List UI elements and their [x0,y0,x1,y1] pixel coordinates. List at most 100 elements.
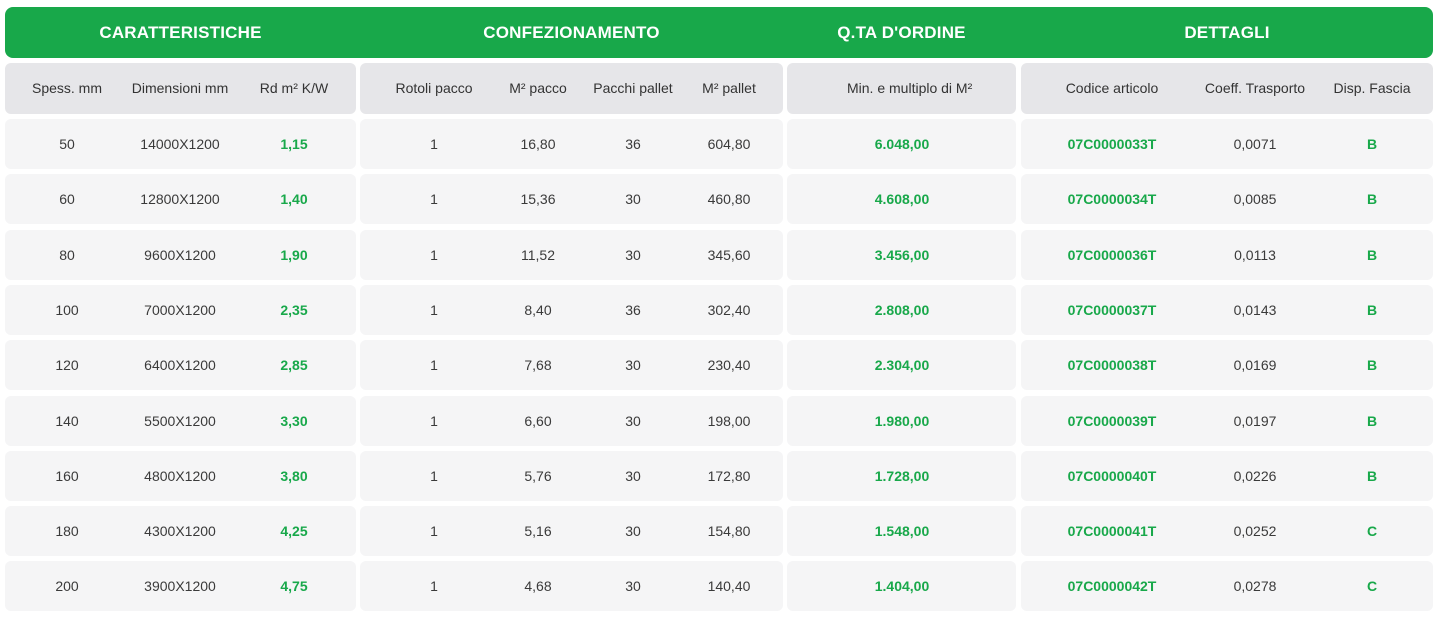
table-row-panel [5,506,356,556]
table-cell-dimensioni: 3900X1200 [144,578,216,594]
table-cell-rotoli-pacco: 1 [430,578,438,594]
table-row-panel [1021,230,1433,280]
group-title-confezionamento: CONFEZIONAMENTO [483,23,660,42]
table-cell-pacchi-pallet: 30 [625,413,641,429]
table-row-panel [787,340,1016,390]
table-cell-coeff-trasporto: 0,0143 [1233,302,1277,318]
table-cell-m2-pacco: 5,16 [524,523,552,539]
table-row-panel [1021,119,1433,169]
table-row-panel [787,285,1016,335]
table-cell-rd: 1,40 [280,191,308,207]
table-row-panel [1021,174,1433,224]
table-cell-rd: 1,90 [280,247,308,263]
table-cell-rd: 2,85 [280,357,308,373]
column-header-panel-1 [5,63,356,114]
table-cell-spessore: 180 [55,523,79,539]
table-cell-spessore: 50 [59,136,75,152]
table-cell-pacchi-pallet: 36 [625,302,641,318]
table-row-panel [5,396,356,446]
table-cell-codice-articolo: 07C0000039T [1067,413,1157,429]
table-cell-pacchi-pallet: 30 [625,523,641,539]
table-cell-dimensioni: 6400X1200 [144,357,216,373]
table-cell-pacchi-pallet: 36 [625,136,641,152]
table-cell-codice-articolo: 07C0000033T [1067,136,1157,152]
column-header-dimensioni: Dimensioni mm [131,80,229,96]
table-cell-codice-articolo: 07C0000038T [1067,357,1157,373]
table-row-panel [360,451,783,501]
table-cell-min-multiplo: 2.808,00 [874,302,930,318]
table-cell-m2-pacco: 5,76 [524,468,552,484]
table-cell-rotoli-pacco: 1 [430,413,438,429]
column-header-rotoli-pacco: Rotoli pacco [395,80,473,96]
table-cell-dimensioni: 4300X1200 [144,523,216,539]
table-cell-codice-articolo: 07C0000042T [1067,578,1157,594]
table-cell-pacchi-pallet: 30 [625,357,641,373]
table-row-panel [787,119,1016,169]
table-cell-coeff-trasporto: 0,0071 [1233,136,1277,152]
table-cell-rd: 3,80 [280,468,308,484]
group-title-dettagli: DETTAGLI [1184,23,1270,42]
table-cell-min-multiplo: 3.456,00 [874,247,930,263]
table-cell-spessore: 80 [59,247,75,263]
table-cell-rotoli-pacco: 1 [430,302,438,318]
table-cell-pacchi-pallet: 30 [625,468,641,484]
table-cell-coeff-trasporto: 0,0278 [1233,578,1277,594]
table-cell-m2-pallet: 345,60 [707,247,751,263]
table-cell-codice-articolo: 07C0000041T [1067,523,1157,539]
table-row-panel [5,119,356,169]
table-row-panel [360,396,783,446]
table-cell-dimensioni: 14000X1200 [140,136,220,152]
table-cell-rd: 1,15 [280,136,308,152]
table-cell-min-multiplo: 1.548,00 [874,523,930,539]
table-row-panel [787,174,1016,224]
table-cell-spessore: 120 [55,357,79,373]
table-cell-m2-pacco: 16,80 [520,136,556,152]
table-cell-dimensioni: 7000X1200 [144,302,216,318]
table-cell-disp-fascia: B [1366,247,1378,263]
table-row-panel [360,119,783,169]
table-row-panel [1021,285,1433,335]
table-cell-min-multiplo: 1.728,00 [874,468,930,484]
table-cell-min-multiplo: 6.048,00 [874,136,930,152]
column-header-disp-fascia: Disp. Fascia [1333,80,1411,96]
table-row-panel [5,561,356,611]
table-row-panel [787,561,1016,611]
column-header-min-multiplo: Min. e multiplo di M² [847,80,973,96]
table-row-panel [5,285,356,335]
table-row-panel [1021,451,1433,501]
column-header-panel-4 [1021,63,1433,114]
table-cell-m2-pacco: 11,52 [521,247,555,263]
table-cell-pacchi-pallet: 30 [625,191,641,207]
column-header-pacchi-pallet: Pacchi pallet [593,80,673,96]
table-row-panel [360,561,783,611]
column-header-rd: Rd m² K/W [259,80,329,96]
group-title-caratteristiche: CARATTERISTICHE [99,23,262,42]
table-cell-rd: 4,75 [280,578,308,594]
table-cell-coeff-trasporto: 0,0113 [1234,247,1276,263]
column-header-coeff-trasporto: Coeff. Trasporto [1204,80,1306,96]
table-cell-rotoli-pacco: 1 [430,136,438,152]
table-cell-disp-fascia: B [1366,468,1378,484]
table-cell-rd: 2,35 [280,302,308,318]
table-cell-pacchi-pallet: 30 [625,247,641,263]
table-cell-spessore: 140 [55,413,79,429]
table-cell-disp-fascia: B [1366,413,1378,429]
table-cell-disp-fascia: B [1366,191,1378,207]
table-cell-m2-pacco: 15,36 [520,191,556,207]
column-header-panel-3 [787,63,1016,114]
table-cell-codice-articolo: 07C0000034T [1067,191,1157,207]
table-cell-rotoli-pacco: 1 [430,468,438,484]
table-row-panel [360,285,783,335]
table-row-panel [5,340,356,390]
table-cell-rotoli-pacco: 1 [430,247,438,263]
table-cell-min-multiplo: 1.980,00 [874,413,930,429]
table-cell-dimensioni: 12800X1200 [140,191,220,207]
table-cell-coeff-trasporto: 0,0252 [1233,523,1277,539]
column-header-codice-articolo: Codice articolo [1065,80,1159,96]
table-cell-min-multiplo: 1.404,00 [874,578,930,594]
table-row-panel [5,174,356,224]
table-cell-m2-pacco: 4,68 [524,578,552,594]
table-cell-m2-pallet: 302,40 [707,302,751,318]
table-cell-m2-pacco: 6,60 [524,413,552,429]
table-cell-m2-pacco: 7,68 [524,357,552,373]
